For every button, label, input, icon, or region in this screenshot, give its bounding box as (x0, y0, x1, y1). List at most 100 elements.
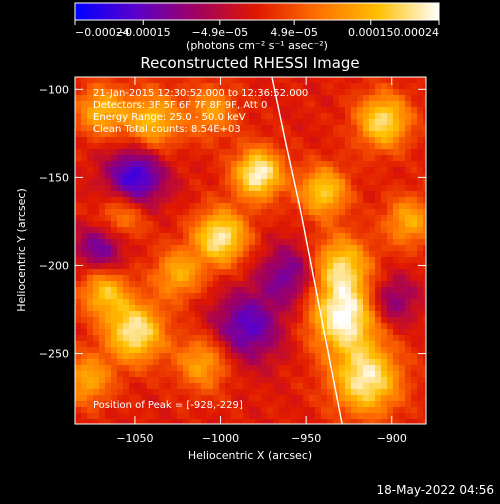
heatmap-pixel (87, 377, 94, 384)
heatmap-pixel (363, 401, 370, 408)
heatmap-pixel (411, 107, 418, 114)
heatmap-pixel (81, 347, 88, 354)
heatmap-pixel (273, 143, 280, 150)
heatmap-pixel (291, 401, 298, 408)
heatmap-pixel (345, 413, 352, 420)
heatmap-pixel (267, 167, 274, 174)
heatmap-pixel (261, 275, 268, 282)
heatmap-pixel (87, 125, 94, 132)
heatmap-pixel (297, 281, 304, 288)
heatmap-pixel (75, 209, 82, 216)
heatmap-pixel (405, 149, 412, 156)
heatmap-pixel (165, 245, 172, 252)
heatmap-pixel (117, 95, 124, 102)
heatmap-pixel (165, 167, 172, 174)
heatmap-pixel (345, 419, 352, 424)
heatmap-pixel (165, 401, 172, 408)
heatmap-pixel (99, 125, 106, 132)
heatmap-pixel (261, 377, 268, 384)
heatmap-pixel (183, 305, 190, 312)
heatmap-pixel (393, 119, 400, 126)
heatmap-pixel (249, 185, 256, 192)
heatmap-pixel (351, 137, 358, 144)
heatmap-pixel (87, 329, 94, 336)
heatmap-pixel (417, 311, 424, 318)
heatmap-pixel (375, 377, 382, 384)
heatmap-pixel (111, 107, 118, 114)
heatmap-pixel (237, 179, 244, 186)
heatmap-pixel (279, 365, 286, 372)
heatmap-pixel (405, 173, 412, 180)
heatmap-pixel (225, 401, 232, 408)
heatmap-pixel (279, 371, 286, 378)
heatmap-pixel (255, 137, 262, 144)
heatmap-pixel (141, 161, 148, 168)
heatmap-pixel (267, 215, 274, 222)
heatmap-pixel (423, 257, 426, 264)
heatmap-pixel (111, 299, 118, 306)
heatmap-pixel (243, 197, 250, 204)
heatmap-pixel (213, 209, 220, 216)
heatmap-pixel (387, 137, 394, 144)
heatmap-pixel (201, 377, 208, 384)
heatmap-pixel (183, 407, 190, 414)
heatmap-pixel (297, 185, 304, 192)
heatmap-pixel (177, 335, 184, 342)
heatmap-pixel (357, 119, 364, 126)
heatmap-pixel (297, 389, 304, 396)
heatmap-pixel (219, 215, 226, 222)
heatmap-pixel (405, 335, 412, 342)
heatmap-pixel (183, 131, 190, 138)
heatmap-pixel (111, 101, 118, 108)
heatmap-pixel (219, 317, 226, 324)
heatmap-pixel (93, 311, 100, 318)
heatmap-pixel (411, 125, 418, 132)
heatmap-pixel (417, 329, 424, 336)
heatmap-pixel (201, 317, 208, 324)
heatmap-pixel (135, 401, 142, 408)
heatmap-pixel (171, 287, 178, 294)
heatmap-pixel (99, 77, 106, 84)
heatmap-pixel (411, 335, 418, 342)
heatmap-pixel (141, 395, 148, 402)
heatmap-pixel (309, 365, 316, 372)
heatmap-pixel (303, 353, 310, 360)
heatmap-pixel (321, 383, 328, 390)
heatmap-pixel (201, 413, 208, 420)
heatmap-pixel (357, 149, 364, 156)
heatmap-pixel (297, 221, 304, 228)
heatmap-pixel (195, 113, 202, 120)
heatmap-pixel (147, 119, 154, 126)
heatmap-pixel (261, 221, 268, 228)
heatmap-pixel (183, 341, 190, 348)
heatmap-pixel (159, 287, 166, 294)
heatmap-pixel (105, 167, 112, 174)
heatmap-pixel (375, 335, 382, 342)
heatmap-pixel (135, 305, 142, 312)
heatmap-pixel (363, 413, 370, 420)
heatmap-pixel (189, 215, 196, 222)
heatmap-pixel (225, 239, 232, 246)
heatmap-pixel (177, 281, 184, 288)
heatmap-pixel (261, 371, 268, 378)
heatmap-pixel (237, 95, 244, 102)
heatmap-pixel (207, 155, 214, 162)
heatmap-pixel (399, 221, 406, 228)
heatmap-pixel (279, 341, 286, 348)
heatmap-pixel (135, 227, 142, 234)
heatmap-pixel (393, 101, 400, 108)
heatmap-pixel (207, 95, 214, 102)
heatmap-pixel (171, 323, 178, 330)
heatmap-pixel (267, 407, 274, 414)
heatmap-pixel (99, 215, 106, 222)
heatmap-pixel (411, 113, 418, 120)
heatmap-pixel (399, 239, 406, 246)
heatmap-pixel (285, 329, 292, 336)
heatmap-pixel (393, 191, 400, 198)
heatmap-pixel (171, 197, 178, 204)
heatmap-pixel (303, 341, 310, 348)
heatmap-pixel (129, 359, 136, 366)
heatmap-pixel (405, 371, 412, 378)
heatmap-pixel (279, 215, 286, 222)
heatmap-pixel (279, 299, 286, 306)
